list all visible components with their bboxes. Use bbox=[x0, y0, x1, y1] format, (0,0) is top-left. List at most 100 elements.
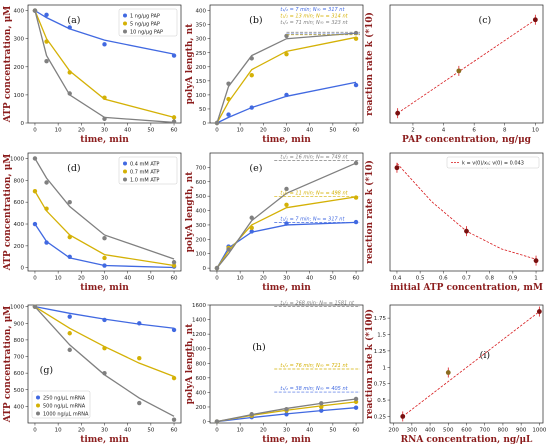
y-axis-label: ATP concentration, μM bbox=[3, 6, 13, 124]
y-tick-label: 300 bbox=[196, 37, 207, 43]
data-point bbox=[32, 304, 38, 309]
x-tick-label: 40 bbox=[306, 128, 313, 134]
x-axis-label: PAP concentration, ng/μg bbox=[402, 135, 532, 145]
y-tick-label: 700 bbox=[196, 165, 207, 171]
data-point bbox=[249, 105, 254, 110]
y-tick-label: 1200 bbox=[192, 332, 206, 338]
data-point bbox=[171, 375, 177, 381]
fit-annotation: t₁/₂ = 71 min; N∞ = 323 nt bbox=[280, 20, 348, 26]
data-point bbox=[353, 396, 359, 402]
data-point bbox=[171, 115, 177, 120]
data-point bbox=[137, 400, 142, 406]
legend-marker bbox=[123, 169, 127, 174]
x-tick-label: 1 bbox=[534, 276, 538, 282]
y-tick-label: 1000 bbox=[10, 156, 24, 162]
data-point bbox=[249, 225, 254, 231]
legend-marker bbox=[123, 13, 127, 18]
x-tick-label: 10 bbox=[55, 128, 62, 134]
x-tick-label: 0 bbox=[215, 128, 219, 134]
y-tick-label: 1400 bbox=[192, 318, 206, 324]
data-point bbox=[532, 17, 538, 23]
data-point bbox=[44, 180, 49, 185]
data-point bbox=[400, 414, 406, 419]
x-tick-label: 10 bbox=[237, 428, 244, 434]
y-tick-label: 200 bbox=[196, 65, 207, 71]
data-point bbox=[249, 229, 254, 234]
y-tick-label: 0 bbox=[203, 121, 207, 127]
plot-frame bbox=[389, 152, 544, 272]
data-point bbox=[214, 265, 220, 271]
plot-frame bbox=[209, 152, 364, 272]
series-fit-line bbox=[216, 32, 357, 124]
y-tick-label: 600 bbox=[14, 200, 25, 206]
legend-box bbox=[31, 390, 91, 419]
data-point bbox=[353, 82, 359, 88]
legend-box bbox=[118, 156, 178, 185]
data-point bbox=[214, 120, 220, 126]
x-tick-label: 50 bbox=[329, 128, 336, 134]
x-tick-label: 0 bbox=[33, 428, 37, 434]
x-tick-label: 30 bbox=[283, 276, 290, 282]
panel-b: 0 10 20 30 40 50 60 0 50 100 150 200 250 300 350 400 tim… bbox=[185, 4, 364, 145]
y-tick-label: 600 bbox=[14, 371, 25, 377]
x-tick-label: 2 bbox=[411, 128, 415, 134]
y-axis-label: polyA length, nt bbox=[185, 171, 195, 253]
data-point bbox=[137, 355, 142, 361]
x-tick-label: 30 bbox=[101, 128, 108, 134]
y-tick-label: 50 bbox=[199, 107, 206, 113]
data-point bbox=[102, 116, 107, 121]
y-tick-label: 400 bbox=[14, 222, 25, 228]
panel-i: 200 300 400 500 600 700 800 900 1000 0.25 0.5 0.75 1… bbox=[364, 304, 547, 445]
y-axis-label: reaction rate k (*10) bbox=[364, 12, 375, 116]
y-tick-label: 700 bbox=[14, 355, 25, 361]
panel-label: (h) bbox=[252, 342, 266, 353]
panel-label: (g) bbox=[40, 365, 54, 376]
x-tick-label: 600 bbox=[461, 428, 472, 434]
y-tick-label: 0 bbox=[203, 266, 207, 272]
data-point bbox=[44, 39, 49, 44]
y-tick-label: 150 bbox=[196, 79, 207, 85]
x-axis-label: initial ATP concentration, mM bbox=[390, 283, 543, 293]
legend-marker bbox=[123, 21, 127, 26]
y-tick-label: 300 bbox=[14, 37, 25, 43]
y-tick-label: 400 bbox=[196, 209, 207, 215]
x-tick-label: 40 bbox=[124, 428, 131, 434]
data-point bbox=[32, 8, 38, 13]
plot-frame bbox=[209, 304, 364, 424]
data-point bbox=[171, 260, 177, 265]
panel-g: 0 10 20 30 40 50 60 400 500 600 700 800 900 1000 time,… bbox=[3, 304, 182, 445]
y-tick-label: 1.5 bbox=[377, 333, 386, 339]
x-tick-label: 10 bbox=[532, 128, 539, 134]
data-point bbox=[284, 412, 289, 417]
y-tick-label: 0.75 bbox=[374, 382, 387, 388]
data-point bbox=[171, 53, 177, 58]
data-point bbox=[353, 219, 359, 225]
plot-frame bbox=[209, 4, 364, 124]
x-tick-label: 20 bbox=[260, 128, 267, 134]
y-tick-label: 200 bbox=[14, 244, 25, 250]
y-axis-label: reaction rate k (*10) bbox=[364, 160, 375, 264]
data-point bbox=[456, 68, 462, 74]
data-point bbox=[44, 240, 49, 245]
y-tick-label: 200 bbox=[14, 65, 25, 71]
data-point bbox=[249, 412, 254, 417]
data-point bbox=[171, 327, 177, 333]
x-tick-label: 50 bbox=[329, 428, 336, 434]
data-point bbox=[32, 156, 38, 161]
data-point bbox=[464, 228, 469, 234]
x-tick-label: 200 bbox=[388, 428, 399, 434]
legend-label: 0.7 mM ATP bbox=[130, 170, 159, 176]
panel-label: (d) bbox=[67, 163, 81, 174]
y-tick-label: 800 bbox=[14, 178, 25, 184]
x-tick-label: 0.8 bbox=[485, 276, 494, 282]
data-point bbox=[353, 160, 359, 166]
x-tick-label: 0 bbox=[33, 276, 37, 282]
panel-h: 0 10 20 30 40 50 60020040060080010001200140016… bbox=[185, 300, 364, 445]
x-tick-label: 4 bbox=[442, 128, 446, 134]
y-tick-label: 600 bbox=[196, 180, 207, 186]
legend-label: 5 ng/μg PAP bbox=[130, 22, 160, 28]
y-axis-label: polyA length, nt bbox=[185, 23, 195, 105]
x-tick-label: 60 bbox=[353, 276, 360, 282]
y-tick-label: 0 bbox=[21, 121, 25, 127]
